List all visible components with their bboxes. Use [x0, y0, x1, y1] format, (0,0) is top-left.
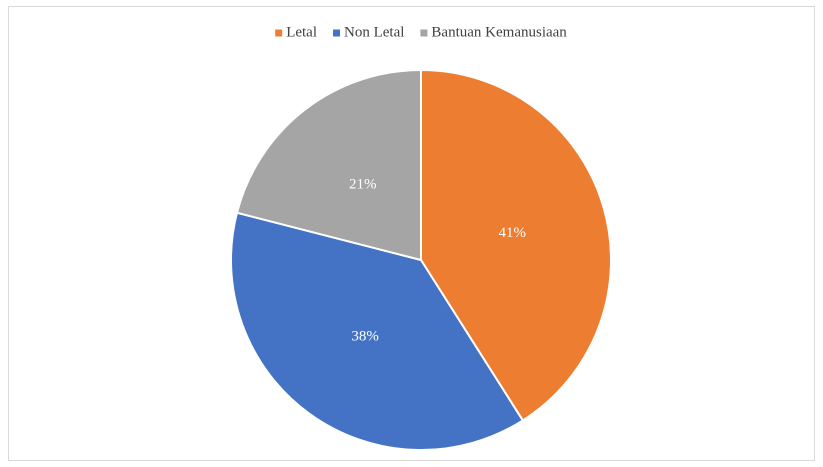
legend-swatch	[275, 29, 283, 37]
data-label: 41%	[498, 225, 526, 241]
legend-swatch	[333, 29, 341, 37]
legend: Letal Non Letal Bantuan Kemanusiaan	[275, 24, 567, 40]
legend-label: Non Letal	[344, 24, 404, 40]
legend-swatch	[420, 29, 428, 37]
legend-label: Letal	[286, 24, 317, 40]
data-label: 38%	[351, 328, 379, 344]
pie-slice	[230, 211, 525, 451]
legend-label: Bantuan Kemanusiaan	[431, 24, 567, 40]
pie-slice	[235, 68, 422, 262]
data-label: 21%	[349, 176, 377, 192]
pie-slice	[420, 68, 612, 422]
